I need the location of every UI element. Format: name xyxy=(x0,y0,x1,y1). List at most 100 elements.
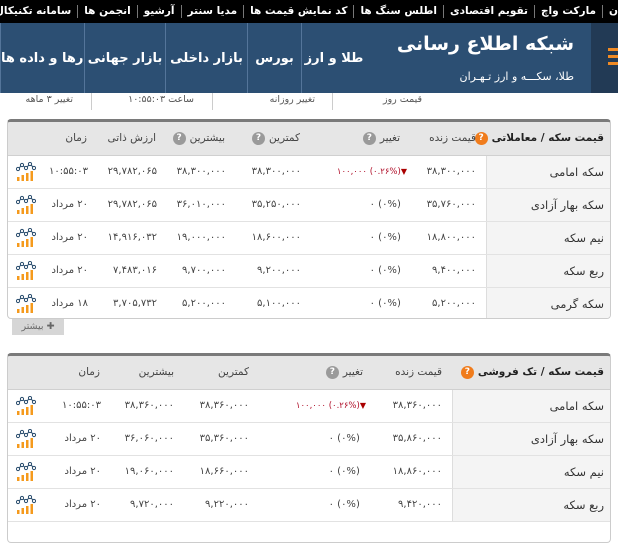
coin-name[interactable]: نیم سکه xyxy=(563,465,604,479)
time-cell: ۲۰ مرداد xyxy=(51,232,89,243)
top-nav-link[interactable]: تقویم اقتصادی xyxy=(442,5,534,18)
coin-name[interactable]: سکه بهار آزادی xyxy=(530,198,604,212)
change-cell: ۰ (۰%)▼ xyxy=(328,499,360,510)
column-header-change: تغییر xyxy=(342,366,363,378)
table-row[interactable]: سکه بهار آزادی ۳۵,۸۶۰,۰۰۰ ۰ (۰%)▼ ۳۵,۳۶۰,۰۰… xyxy=(8,423,610,456)
column-header-min: کمترین xyxy=(269,132,300,144)
live-cell: ۳۵,۸۶۰,۰۰۰ xyxy=(392,433,442,444)
coin-name[interactable]: سکه امامی xyxy=(549,165,604,179)
intrinsic-cell: ۲۹,۷۸۲,۰۶۵ xyxy=(107,166,157,177)
nav-domestic-market[interactable]: بازار داخلی xyxy=(165,23,247,93)
column-header-live: قیمت زنده xyxy=(429,131,476,144)
coin-name[interactable]: سکه بهار آزادی xyxy=(530,432,604,446)
help-icon[interactable]: ? xyxy=(460,365,474,379)
nav-bourse[interactable]: بورس xyxy=(247,23,301,93)
min-cell: ۳۵,۳۶۰,۰۰۰ xyxy=(199,433,249,444)
change-cell: ۰ (۰%)▼ xyxy=(369,199,401,210)
max-cell: ۱۹,۰۶۰,۰۰۰ xyxy=(124,466,174,477)
max-cell: ۳۶,۰۱۰,۰۰۰ xyxy=(176,199,226,210)
change-value: ۱۰۰,۰۰۰ xyxy=(336,167,367,177)
help-icon[interactable]: ? xyxy=(172,131,186,145)
three-month-change-label: تغییر ۳ ماهه xyxy=(25,94,73,105)
top-nav-link[interactable]: سامانه تکنیکال xyxy=(0,5,72,17)
change-cell: ۰ (۰%)▼ xyxy=(328,433,360,444)
down-arrow-icon: ▼ xyxy=(359,401,366,410)
table-header: قیمت سکه / معاملاتی? قیمت زنده تغییر? کمتری… xyxy=(8,122,610,156)
table-row[interactable]: نیم سکه ۱۸,۸۰۰,۰۰۰ ۰ (۰%)▼ ۱۸,۶۰۰,۰۰۰ ۱۹,۰۰۰… xyxy=(8,222,610,255)
chart-icon[interactable] xyxy=(15,461,37,482)
daily-change-label: تغییر روزانه xyxy=(269,94,315,105)
table-header: قیمت سکه / تک فروشی? قیمت زنده تغییر? کمتری… xyxy=(8,356,610,390)
chart-icon[interactable] xyxy=(15,260,37,281)
change-value: ۱۰۰,۰۰۰ xyxy=(295,401,326,411)
change-percent: ۰.۲۶% xyxy=(373,167,398,177)
change-percent: ۰% xyxy=(382,298,397,309)
top-nav-link[interactable]: انجمن ها xyxy=(77,5,136,18)
top-nav-link[interactable]: مارکت واچ xyxy=(533,5,602,18)
table-row[interactable]: سکه امامی ۳۸,۳۶۰,۰۰۰ ۱۰۰,۰۰۰ (۰.۲۶%)▼ ۳۸,۳۶… xyxy=(8,390,610,423)
column-header-max: بیشترین xyxy=(189,132,225,144)
chart-icon[interactable] xyxy=(15,227,37,248)
max-cell: ۵,۲۰۰,۰۰۰ xyxy=(182,298,226,309)
intrinsic-cell: ۲۹,۷۸۲,۰۶۵ xyxy=(107,199,157,210)
chart-icon[interactable] xyxy=(15,428,37,449)
table-row[interactable]: ربع سکه ۹,۴۰۰,۰۰۰ ۰ (۰%)▼ ۹,۲۰۰,۰۰۰ ۹,۷۰۰,۰۰… xyxy=(8,255,610,288)
more-button[interactable]: ✚ بیشتر xyxy=(12,319,64,335)
change-value: ۰ xyxy=(328,499,334,510)
table-row[interactable]: نیم سکه ۱۸,۸۶۰,۰۰۰ ۰ (۰%)▼ ۱۸,۶۶۰,۰۰۰ ۱۹,۰۶۰… xyxy=(8,456,610,489)
top-nav-link[interactable]: کد نمایش قیمت ها xyxy=(243,5,353,18)
column-header-time: زمان xyxy=(65,131,87,144)
time-cell: ۱۰:۵۵:۰۳ xyxy=(49,166,88,177)
help-icon[interactable]: ? xyxy=(474,131,488,145)
nav-global-market[interactable]: بازار جهانی xyxy=(84,23,165,93)
site-logo-title[interactable]: شبکه اطلاع رسانی xyxy=(396,33,574,55)
table-row[interactable]: سکه بهار آزادی ۳۵,۷۶۰,۰۰۰ ۰ (۰%)▼ ۳۵,۲۵۰,۰۰… xyxy=(8,189,610,222)
coin-name[interactable]: ربع سکه xyxy=(563,498,604,512)
coin-name[interactable]: ربع سکه xyxy=(563,264,604,278)
table-row[interactable]: سکه گرمی ۵,۲۰۰,۰۰۰ ۰ (۰%)▼ ۵,۱۰۰,۰۰۰ ۵,۲۰۰,۰… xyxy=(8,288,610,318)
change-percent: ۰% xyxy=(382,232,397,243)
change-value: ۰ xyxy=(369,298,375,309)
price-summary-bar: قیمت روز تغییر روزانه ساعت ۱۰:۵۵:۰۳ تغیی… xyxy=(0,93,618,110)
top-nav-link[interactable]: مدیا سنتر xyxy=(180,5,244,18)
column-header-change: تغییر xyxy=(379,132,400,144)
down-arrow-icon: ▼ xyxy=(400,167,407,176)
min-cell: ۳۵,۲۵۰,۰۰۰ xyxy=(251,199,301,210)
max-cell: ۹,۷۲۰,۰۰۰ xyxy=(130,499,174,510)
change-cell: ۱۰۰,۰۰۰ (۰.۲۶%)▼ xyxy=(295,401,366,411)
chart-icon[interactable] xyxy=(15,293,37,314)
help-icon[interactable]: ? xyxy=(252,131,266,145)
table-row[interactable]: سکه امامی ۳۸,۳۰۰,۰۰۰ ۱۰۰,۰۰۰ (۰.۲۶%)▼ ۳۸,۳۰… xyxy=(8,156,610,189)
time-cell: ۱۸ مرداد xyxy=(51,298,89,309)
coin-name[interactable]: سکه گرمی xyxy=(550,297,604,311)
top-nav-link[interactable]: اطلس سنگ ها xyxy=(353,5,443,18)
help-icon[interactable]: ? xyxy=(325,365,339,379)
live-cell: ۱۸,۸۰۰,۰۰۰ xyxy=(426,232,476,243)
site-header: شبکه اطلاع رسانی طلا، سکـــه و ارز تـهـر… xyxy=(0,23,618,93)
top-nav-link[interactable]: ن xyxy=(602,5,618,18)
min-cell: ۳۸,۳۶۰,۰۰۰ xyxy=(199,400,249,411)
coin-name[interactable]: سکه امامی xyxy=(549,399,604,413)
hamburger-icon xyxy=(608,48,618,51)
live-cell: ۵,۲۰۰,۰۰۰ xyxy=(432,298,476,309)
change-percent: ۰% xyxy=(341,466,356,477)
table-row[interactable]: ربع سکه ۹,۴۲۰,۰۰۰ ۰ (۰%)▼ ۹,۲۲۰,۰۰۰ ۹,۷۲۰,۰۰… xyxy=(8,489,610,522)
change-cell: ۱۰۰,۰۰۰ (۰.۲۶%)▼ xyxy=(336,167,407,177)
coin-name[interactable]: نیم سکه xyxy=(563,231,604,245)
chart-icon[interactable] xyxy=(15,395,37,416)
max-cell: ۳۸,۳۰۰,۰۰۰ xyxy=(176,166,226,177)
top-nav-link[interactable]: آرشیو xyxy=(136,5,181,18)
menu-button[interactable] xyxy=(591,23,618,93)
nav-gold-currency[interactable]: طلا و ارز xyxy=(301,23,366,93)
min-cell: ۱۸,۶۰۰,۰۰۰ xyxy=(251,232,301,243)
chart-icon[interactable] xyxy=(15,161,37,182)
time-cell: ۲۰ مرداد xyxy=(64,433,102,444)
time-label: ساعت ۱۰:۵۵:۰۳ xyxy=(128,94,194,105)
chart-icon[interactable] xyxy=(15,494,37,515)
coin-retail-table: قیمت سکه / تک فروشی? قیمت زنده تغییر? کمتری… xyxy=(7,353,611,543)
nav-charts-data[interactable]: نمودارها و داده ها xyxy=(0,23,84,93)
live-cell: ۹,۴۲۰,۰۰۰ xyxy=(398,499,442,510)
help-icon[interactable]: ? xyxy=(362,131,376,145)
change-cell: ۰ (۰%)▼ xyxy=(369,265,401,276)
chart-icon[interactable] xyxy=(15,194,37,215)
